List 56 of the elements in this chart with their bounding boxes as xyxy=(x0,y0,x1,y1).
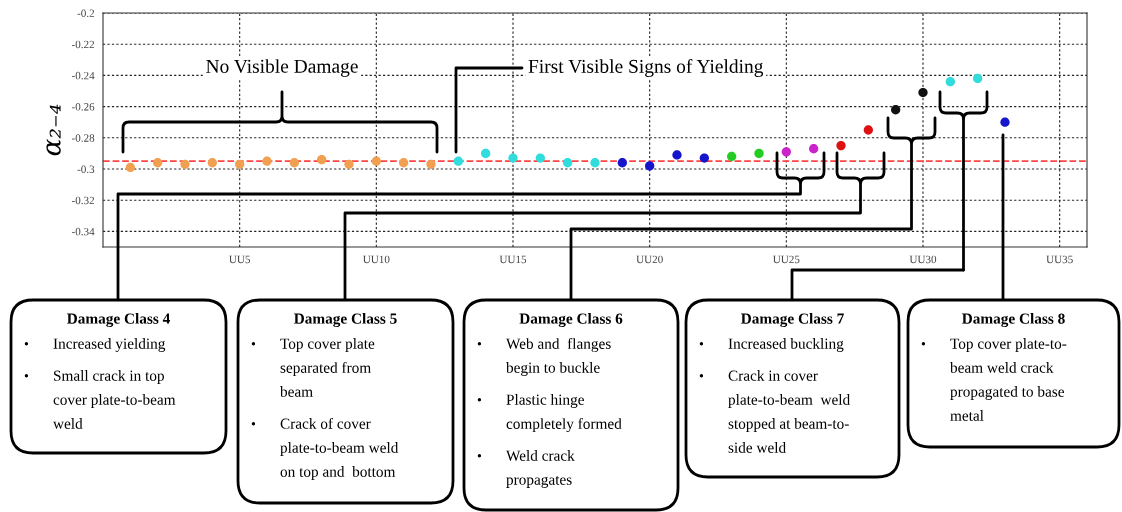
point xyxy=(180,159,190,169)
point xyxy=(481,148,491,159)
point xyxy=(125,162,135,173)
x-tick-label: UU30 xyxy=(909,255,937,264)
text: Damage Class 4 • Increased yielding • Small crack in top cover plate-to-beam weld xyxy=(24,313,176,429)
point xyxy=(399,158,409,168)
y-tick-label: -0.26 xyxy=(71,103,95,111)
point xyxy=(754,148,764,159)
x-tick-label: UU10 xyxy=(362,255,390,264)
y-tick-label: -0.28 xyxy=(71,134,95,142)
point xyxy=(891,105,901,115)
y-axis-title: α₂₋₄ xyxy=(46,104,61,156)
annotation: No Visible Damage xyxy=(206,59,358,77)
point xyxy=(836,140,846,151)
y-tick-label: -0.24 xyxy=(71,71,95,80)
x-tick-label: UU15 xyxy=(499,255,527,264)
point xyxy=(535,153,545,163)
y-tick-label: -0.34 xyxy=(71,227,95,236)
point xyxy=(508,153,518,163)
y-tick-label: -0.22 xyxy=(71,40,95,49)
point xyxy=(1000,117,1010,127)
y-tick-label: -0.3 xyxy=(77,165,95,174)
point xyxy=(672,150,682,160)
text: Damage Class 5 • Top cover plate separated from beam • Crack of cover plate-to-beam weld on top and bottom xyxy=(251,313,399,480)
point xyxy=(153,158,163,168)
point xyxy=(918,87,928,98)
point xyxy=(973,73,983,84)
point xyxy=(289,158,299,168)
point xyxy=(344,159,354,169)
x-tick-label: UU25 xyxy=(772,255,800,264)
point xyxy=(235,159,245,169)
point xyxy=(590,158,600,168)
text: Damage Class 8 • Top cover plate-to- beam weld crack propagated to base metal xyxy=(921,313,1067,421)
point xyxy=(645,161,655,171)
point xyxy=(371,156,381,166)
point xyxy=(317,154,327,165)
point xyxy=(563,158,573,168)
point xyxy=(809,144,819,154)
x-tick-label: UU20 xyxy=(636,255,663,264)
point xyxy=(453,156,463,166)
point xyxy=(945,76,955,87)
x-tick-label: UU5 xyxy=(229,255,251,264)
point xyxy=(727,151,737,162)
point xyxy=(207,158,217,168)
y-tick-label: -0.32 xyxy=(71,196,95,205)
y-tick-label: -0.2 xyxy=(77,9,95,18)
x-tick-label: UU35 xyxy=(1046,255,1073,264)
annotation: First Visible Signs of Yielding xyxy=(528,59,764,77)
point xyxy=(781,147,791,157)
text: Damage Class 7 • Increased buckling • Crack in cover plate-to-beam weld stopped at beam-to- side weld xyxy=(699,313,850,453)
point xyxy=(863,125,873,135)
point xyxy=(617,158,627,168)
point xyxy=(426,159,436,169)
text: Damage Class 6 • Web and flanges begin to buckle • Plastic hinge completely formed • Weld crack propagates xyxy=(477,313,623,488)
point xyxy=(699,153,709,163)
point xyxy=(262,156,272,166)
